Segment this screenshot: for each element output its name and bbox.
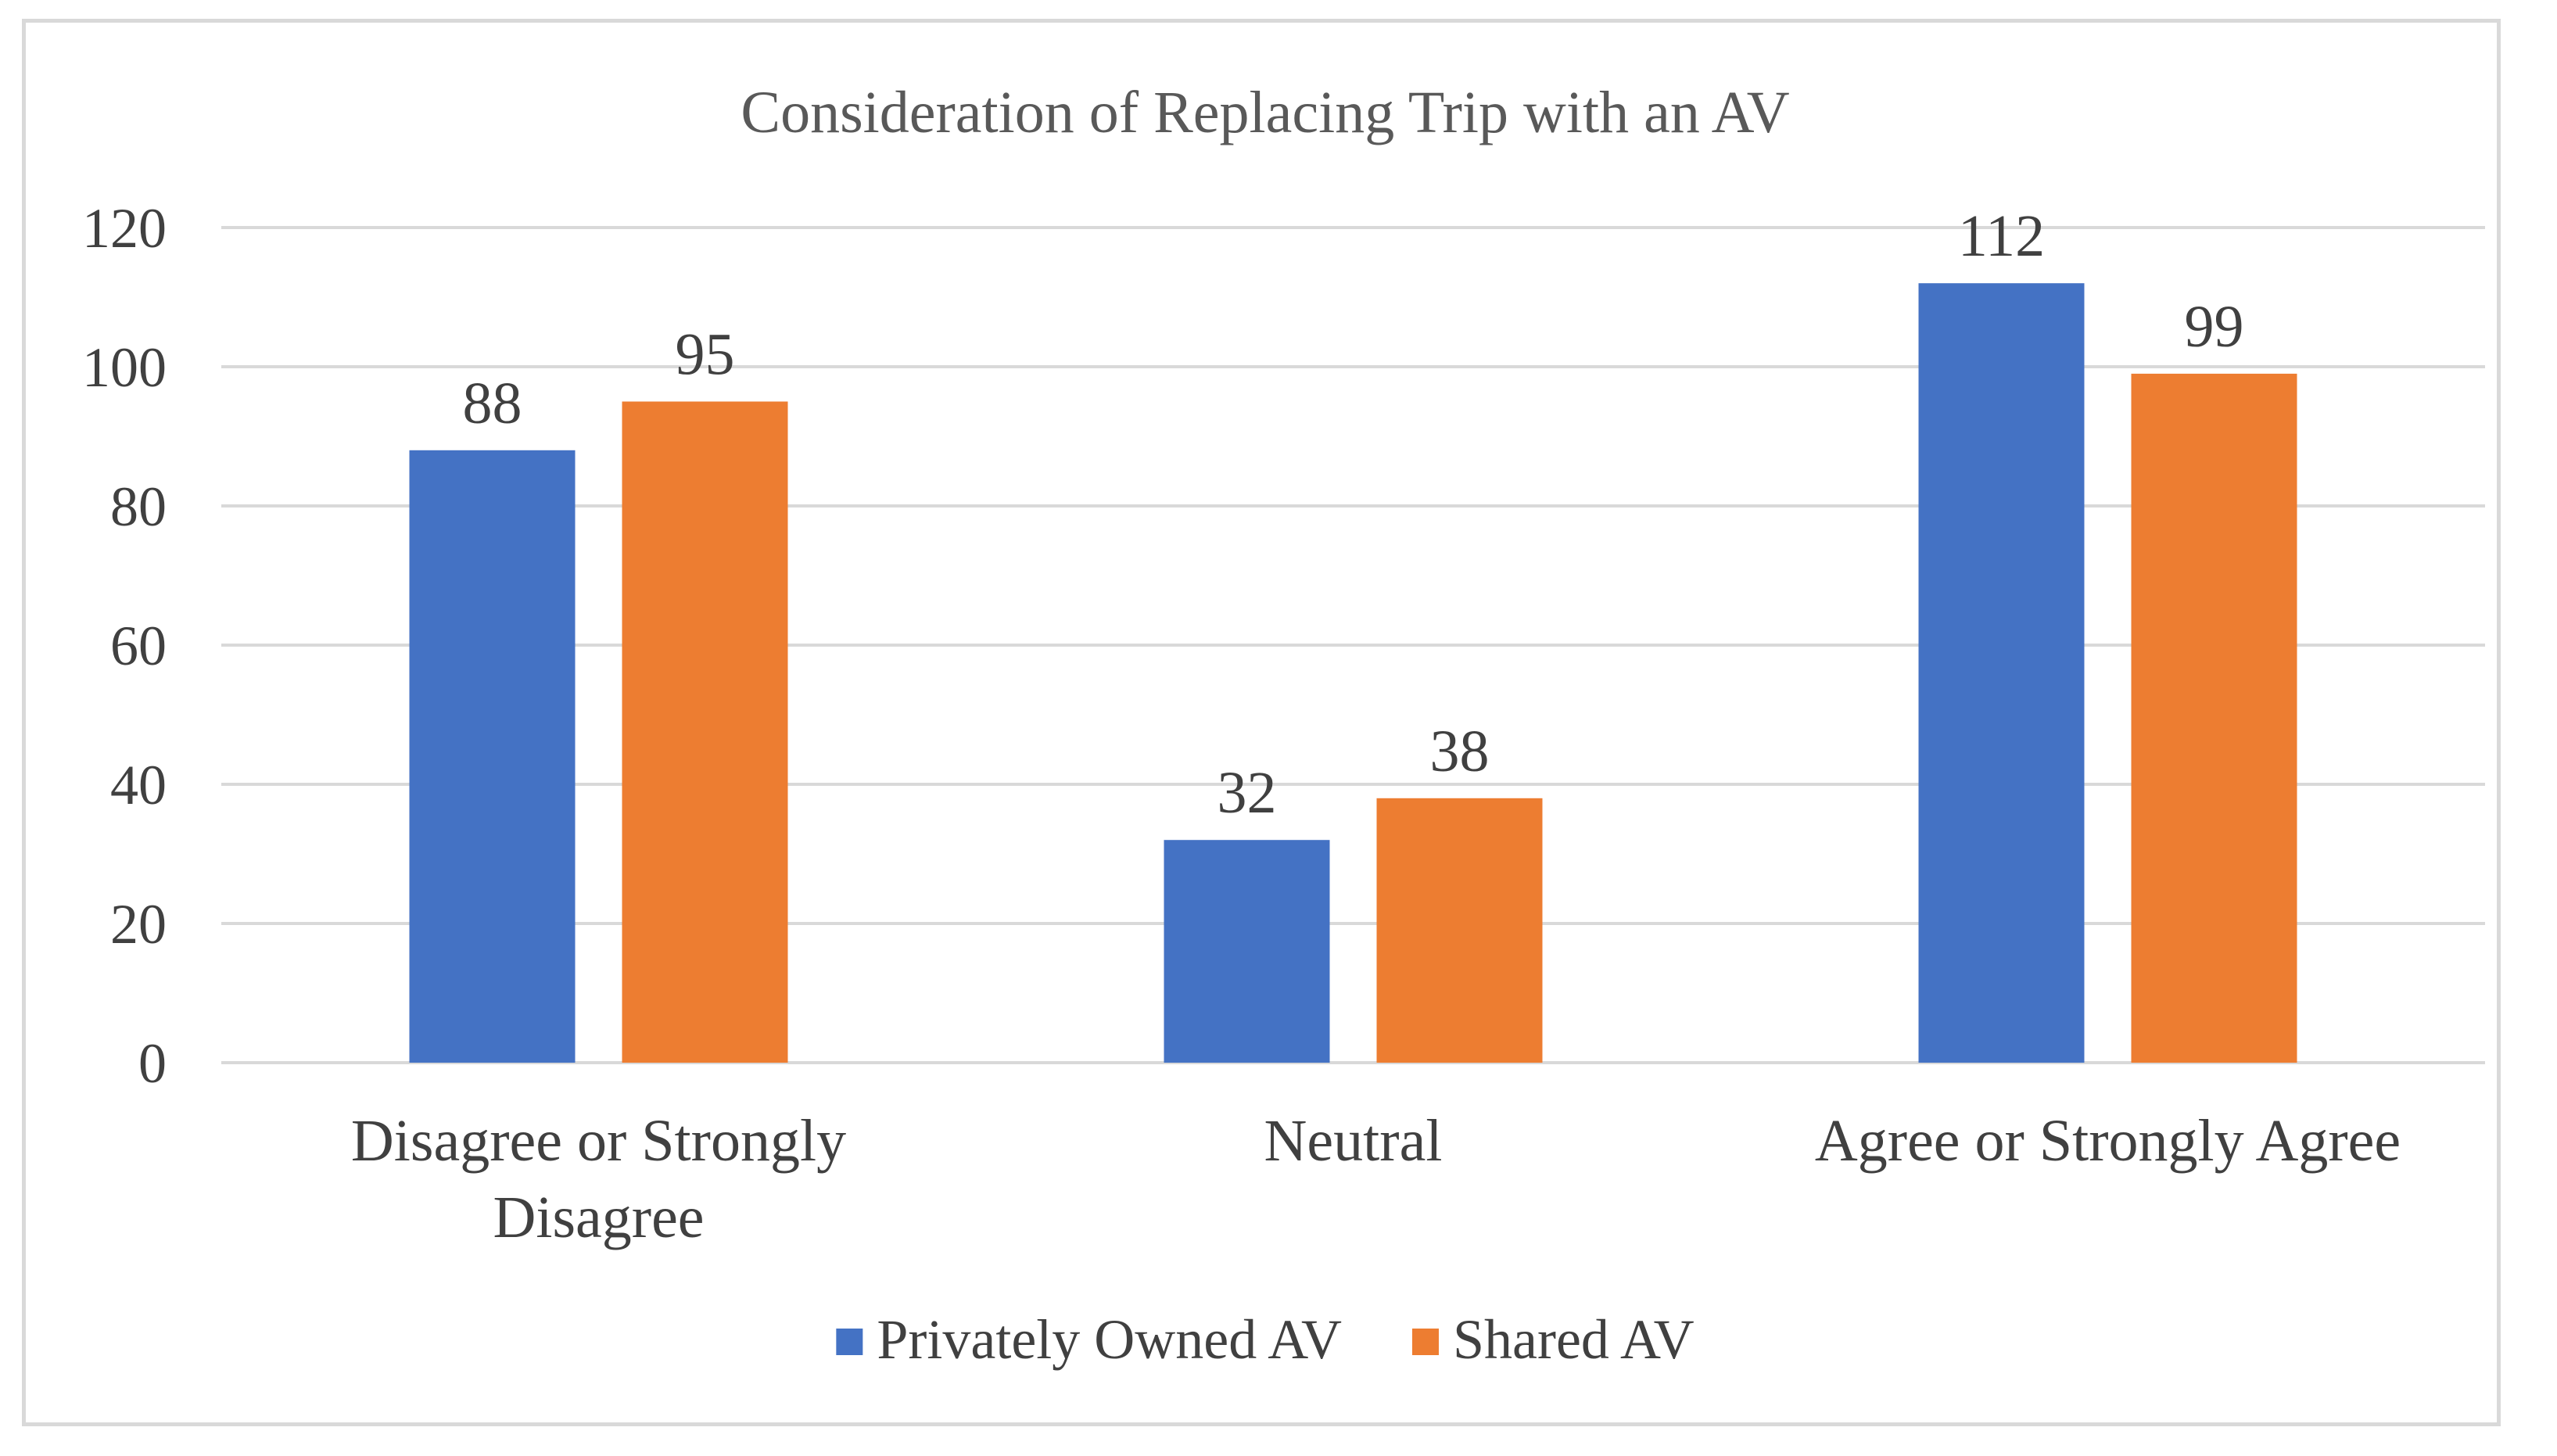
y-axis-ticks: 0 20 40 60 80 100 120 <box>82 197 167 1095</box>
bar-shared-av <box>622 401 788 1063</box>
y-tick-label: 0 <box>138 1032 167 1095</box>
y-tick-label: 120 <box>82 197 167 260</box>
bars <box>409 283 2297 1063</box>
chart-frame: Consideration of Replacing Trip with an … <box>22 19 2501 1426</box>
chart-svg: Consideration of Replacing Trip with an … <box>82 80 2485 1371</box>
bar-privately-owned-av <box>1164 840 1330 1063</box>
data-labels: 88 95 32 38 112 99 <box>463 203 2244 826</box>
data-label: 38 <box>1430 719 1490 784</box>
legend-swatch <box>836 1329 863 1355</box>
gridlines <box>221 226 2485 1064</box>
x-category-label: Agree or Strongly Agree <box>1815 1108 2401 1174</box>
legend: Privately Owned AV Shared AV <box>836 1308 1695 1371</box>
legend-label: Privately Owned AV <box>877 1308 1342 1371</box>
bar-shared-av <box>2131 373 2297 1063</box>
data-label: 32 <box>1218 760 1277 826</box>
bar-privately-owned-av <box>1918 283 2085 1063</box>
legend-label: Shared AV <box>1453 1308 1695 1371</box>
y-tick-label: 20 <box>110 893 167 956</box>
y-tick-label: 80 <box>110 475 167 538</box>
x-category-label: Disagree <box>493 1185 704 1250</box>
bar-privately-owned-av <box>409 450 576 1063</box>
y-tick-label: 100 <box>82 336 167 399</box>
x-category-label: Neutral <box>1264 1108 1443 1174</box>
bar-shared-av <box>1376 798 1543 1063</box>
legend-swatch <box>1411 1329 1439 1355</box>
y-tick-label: 40 <box>110 754 167 816</box>
y-tick-label: 60 <box>110 615 167 677</box>
data-label: 112 <box>1958 203 2045 269</box>
data-label: 95 <box>676 322 735 388</box>
data-label: 99 <box>2185 294 2244 360</box>
x-axis-categories: Disagree or Strongly Disagree Neutral Agree… <box>351 1108 2401 1250</box>
chart-title: Consideration of Replacing Trip with an … <box>741 80 1789 145</box>
data-label: 88 <box>463 371 522 436</box>
x-category-label: Disagree or Strongly <box>351 1108 846 1174</box>
